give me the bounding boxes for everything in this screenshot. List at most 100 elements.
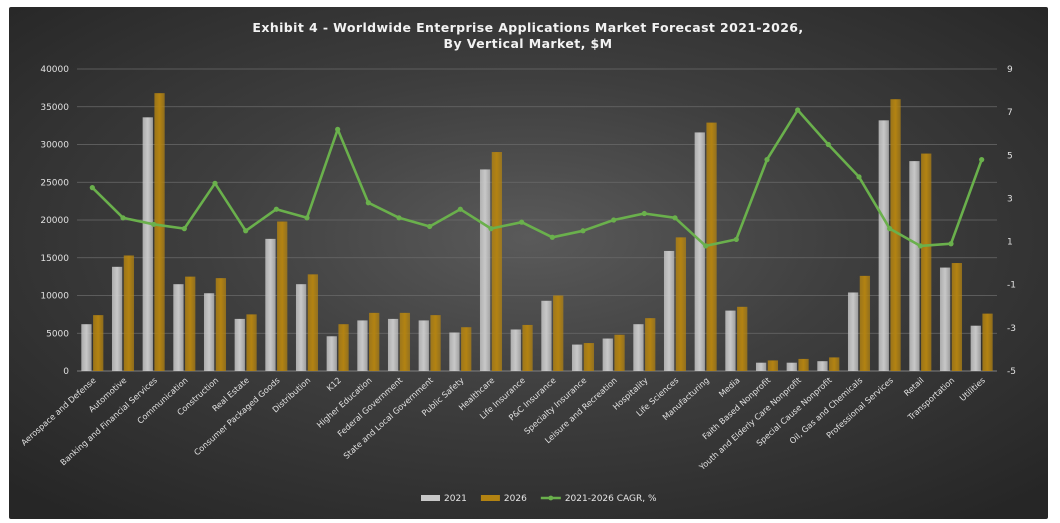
y2-tick-label: 7	[1007, 108, 1013, 118]
bar-2021	[755, 362, 767, 371]
bar-2021	[939, 267, 951, 371]
cagr-point	[825, 141, 831, 148]
cagr-point	[580, 228, 586, 234]
legend-label: 2021-2026 CAGR, %	[565, 494, 657, 504]
bar-2021	[878, 120, 889, 371]
cagr-point	[733, 236, 739, 243]
y2-tick-label: 3	[1007, 194, 1013, 204]
bar-2021	[663, 250, 675, 371]
bar-2026	[645, 318, 656, 371]
bar-2021	[111, 266, 123, 371]
y-tick-label: 40000	[40, 65, 69, 75]
bar-2021	[817, 361, 828, 371]
cagr-point	[703, 243, 709, 249]
cagr-point	[795, 107, 801, 113]
bar-2026	[890, 99, 901, 371]
legend: 2021 2026 2021-2026 CAGR, %	[421, 494, 657, 504]
cagr-point	[672, 215, 678, 221]
y2-tick-label: 5	[1007, 151, 1013, 161]
x-tick-label: Utilities	[957, 375, 987, 403]
cagr-point	[396, 215, 402, 221]
bar-2021	[265, 238, 276, 371]
cagr-line	[91, 108, 983, 248]
bar-2021	[418, 320, 429, 371]
cagr-point	[212, 180, 218, 186]
y-tick-label: 0	[63, 367, 69, 377]
cagr-line-series	[89, 107, 985, 249]
bar-2026	[675, 237, 687, 371]
bar-2021	[970, 325, 981, 371]
bar-2021	[81, 324, 92, 371]
bar-2021	[909, 161, 920, 371]
y-tick-label: 20000	[40, 216, 69, 226]
cagr-point	[151, 221, 157, 227]
legend-label: 2026	[504, 494, 527, 504]
bar-2026	[123, 255, 135, 371]
bar-2026	[461, 327, 472, 371]
bar-2026	[829, 357, 840, 371]
bar-2026	[185, 276, 196, 371]
bar-2021	[571, 344, 583, 371]
bar-2021	[694, 132, 705, 371]
bar-2021	[633, 324, 644, 371]
chart-subtitle: By Vertical Market, $M	[444, 36, 613, 51]
bar-2021	[449, 332, 460, 371]
y2-tick-label: -3	[1007, 324, 1016, 334]
cagr-point	[764, 157, 770, 163]
bar-2026	[614, 334, 625, 371]
bar-2026	[767, 360, 779, 371]
cagr-point	[917, 243, 923, 249]
cagr-point	[887, 226, 893, 232]
bar-2021	[234, 318, 245, 371]
bar-2026	[369, 312, 380, 371]
bar-2026	[951, 263, 963, 371]
cagr-point	[856, 174, 862, 180]
cagr-point	[243, 228, 249, 234]
chart-title: Exhibit 4 - Worldwide Enterprise Applica…	[252, 20, 803, 35]
chart-area: Exhibit 4 - Worldwide Enterprise Applica…	[9, 7, 1048, 519]
legend-label: 2021	[444, 494, 467, 504]
bar-2026	[859, 275, 871, 371]
cagr-point	[335, 126, 341, 132]
y-tick-label: 5000	[46, 329, 69, 339]
y-tick-label: 25000	[40, 178, 69, 188]
left-axis-ticks: 0 5000 10000 15000 20000 25000 30000 35000 40000	[40, 65, 69, 377]
bar-2021	[295, 284, 307, 371]
bar-2026	[491, 152, 503, 371]
y-tick-label: 10000	[40, 292, 69, 302]
cagr-point	[304, 215, 310, 221]
cagr-point	[979, 157, 985, 163]
bar-2026	[338, 324, 349, 371]
y-tick-label: 35000	[40, 103, 69, 113]
bar-2021	[357, 320, 368, 371]
x-tick-label: Higher Education	[315, 375, 374, 430]
bar-2026	[399, 312, 411, 371]
bar-2021	[203, 293, 215, 371]
y2-tick-label: -1	[1007, 281, 1016, 291]
bar-2026	[706, 122, 717, 371]
bar-2021	[541, 300, 552, 371]
bar-2021	[847, 292, 859, 371]
bar-2021	[387, 318, 399, 371]
cagr-point	[948, 241, 954, 247]
bar-2026	[246, 314, 257, 371]
chart-svg: Exhibit 4 - Worldwide Enterprise Applica…	[19, 20, 1016, 504]
right-axis-ticks: -5 -3 -1 1 3 5 7 9	[1007, 65, 1016, 377]
cagr-point	[181, 226, 187, 232]
x-tick-label: Media	[717, 375, 742, 399]
y-tick-label: 30000	[40, 141, 69, 151]
cagr-point	[641, 210, 647, 217]
cagr-point	[89, 185, 95, 191]
cagr-point	[611, 217, 617, 223]
bar-2026	[93, 315, 104, 371]
bar-2026	[154, 93, 165, 371]
cagr-point	[365, 200, 371, 206]
gridlines	[77, 68, 997, 372]
y2-tick-label: 9	[1007, 65, 1013, 75]
bar-2026	[798, 358, 809, 371]
x-tick-label: K12	[325, 375, 343, 393]
legend-swatch	[480, 495, 500, 501]
x-tick-label: Retail	[902, 375, 926, 398]
cagr-point	[457, 206, 463, 212]
